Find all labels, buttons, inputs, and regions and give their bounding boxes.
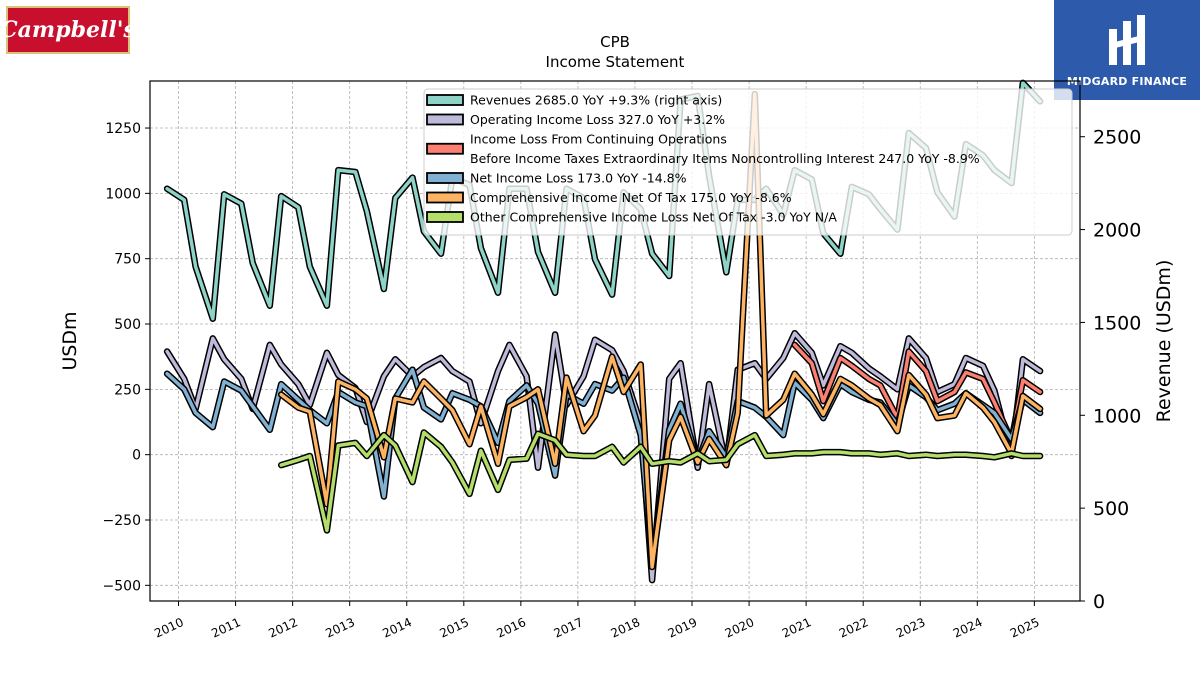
series-line-3 bbox=[791, 341, 1044, 444]
y-right-tick-label: 1000 bbox=[1093, 405, 1141, 427]
x-tick-label: 2022 bbox=[837, 615, 871, 641]
series-line-6 bbox=[277, 429, 1044, 534]
x-tick-label: 2013 bbox=[323, 615, 357, 641]
publisher-name: MIDGARD FINANCE bbox=[1066, 74, 1188, 88]
chart-title: CPB bbox=[600, 33, 630, 51]
x-tick-label: 2015 bbox=[437, 615, 471, 641]
plot-frame bbox=[149, 80, 1081, 602]
series-line-2 bbox=[163, 329, 1044, 584]
x-tick-label: 2020 bbox=[723, 615, 757, 641]
legend-swatch-5 bbox=[426, 191, 464, 204]
x-tick-label: 2019 bbox=[666, 615, 700, 641]
midgard-mark-icon bbox=[1108, 14, 1146, 65]
y-right-tick-label: 500 bbox=[1093, 498, 1129, 520]
legend-swatch-6 bbox=[426, 211, 464, 223]
legend-label-3: Income Loss From Continuing Operations bbox=[470, 132, 727, 147]
x-tick-label: 2018 bbox=[609, 615, 643, 641]
legend-swatch-2 bbox=[426, 113, 464, 126]
midgard-finance-logo: MIDGARD FINANCE bbox=[1054, 0, 1200, 100]
x-tick-label: 2024 bbox=[951, 615, 985, 641]
legend-swatch-3 bbox=[426, 142, 464, 155]
campbells-logo-text: Campbell's bbox=[0, 17, 136, 43]
y-tick-label: 250 bbox=[114, 382, 141, 398]
legend-label-6: Other Comprehensive Income Loss Net Of T… bbox=[470, 210, 837, 225]
y-right-tick-label: 0 bbox=[1093, 591, 1105, 613]
legend: Revenues 2685.0 YoY +9.3% (right axis) Op… bbox=[423, 88, 1073, 236]
x-tick-label: 2010 bbox=[152, 615, 186, 641]
y-axis-label-right: Revenue (USDm) bbox=[1153, 260, 1175, 423]
legend-label-5: Comprehensive Income Net Of Tax 175.0 Yo… bbox=[470, 190, 792, 205]
y-tick-label: −500 bbox=[103, 578, 141, 594]
y-tick-label: 1250 bbox=[105, 121, 141, 137]
legend-label-4: Net Income Loss 173.0 YoY -14.8% bbox=[470, 171, 687, 186]
x-tick-label: 2012 bbox=[266, 615, 300, 641]
legend-swatch-1 bbox=[426, 94, 464, 106]
series-line-core bbox=[279, 430, 1042, 533]
y-right-tick-label: 2000 bbox=[1093, 220, 1141, 242]
y-axis-label-left: USDm bbox=[59, 311, 81, 370]
x-tick-label: 2023 bbox=[894, 615, 928, 641]
y-tick-label: 750 bbox=[114, 252, 141, 268]
y-tick-label: 1000 bbox=[105, 186, 141, 202]
series-line-core bbox=[279, 92, 1042, 569]
x-tick-label: 2021 bbox=[780, 615, 814, 641]
x-tick-label: 2014 bbox=[380, 615, 414, 641]
chart-subtitle: Income Statement bbox=[546, 53, 685, 71]
x-tick-label: 2016 bbox=[495, 615, 529, 641]
x-tick-label: 2011 bbox=[209, 615, 243, 641]
legend-label-1: Revenues 2685.0 YoY +9.3% (right axis) bbox=[470, 93, 722, 108]
legend-swatch-4 bbox=[426, 172, 464, 184]
series-line-5 bbox=[277, 90, 1044, 571]
series-line-core bbox=[165, 367, 1042, 567]
series-line-core bbox=[792, 343, 1042, 443]
y-right-tick-label: 2500 bbox=[1093, 127, 1141, 149]
y-right-tick-label: 1500 bbox=[1093, 312, 1141, 334]
series-line-core bbox=[165, 331, 1042, 582]
y-tick-label: 0 bbox=[132, 448, 141, 464]
y-tick-label: −250 bbox=[103, 513, 141, 529]
legend-box bbox=[423, 88, 1073, 236]
y-tick-label: 500 bbox=[114, 317, 141, 333]
campbells-logo: Campbell's bbox=[0, 6, 136, 54]
legend-label-3: Before Income Taxes Extraordinary Items … bbox=[470, 151, 980, 166]
legend-label-2: Operating Income Loss 327.0 YoY +3.2% bbox=[470, 112, 725, 127]
x-tick-label: 2025 bbox=[1008, 615, 1042, 641]
series-line-4 bbox=[163, 366, 1044, 568]
x-tick-label: 2017 bbox=[552, 615, 586, 641]
